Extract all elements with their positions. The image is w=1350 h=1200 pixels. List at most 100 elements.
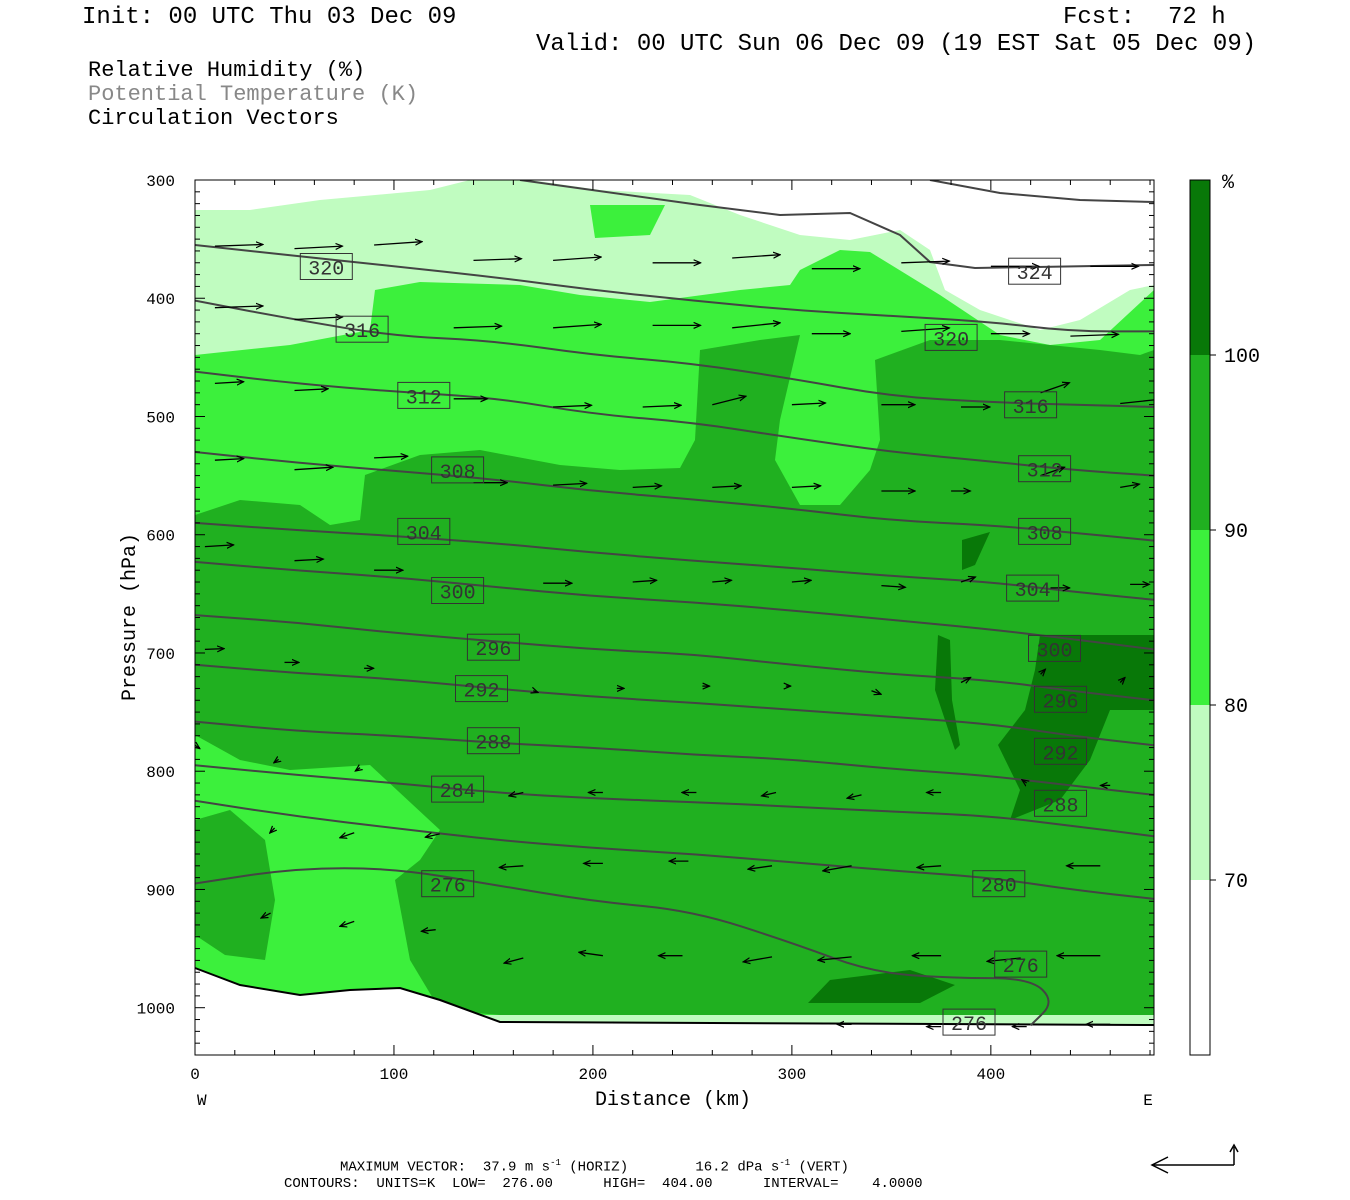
theta-label-292: 292: [455, 675, 508, 704]
rh-fill-layer: [195, 180, 1154, 1055]
circulation-vector: [1040, 383, 1070, 394]
circulation-vector: [632, 580, 657, 582]
theta-label-304: 304: [1006, 574, 1060, 603]
circulation-vector: [762, 793, 777, 796]
colorbar-80-90: [1190, 530, 1210, 705]
x-tick-label: 200: [579, 1066, 608, 1084]
circulation-vector: [261, 913, 271, 918]
rh-region-lt70-topleft: [195, 180, 470, 210]
colorbar-70-80: [1190, 705, 1210, 880]
theta-label-text: 296: [1042, 691, 1078, 714]
theta-label-layer: 320 324 316 320 312 316 308 312 304 308 300 304 296 3…: [299, 253, 1087, 1037]
circulation-vector: [340, 920, 355, 926]
rh-region-gt100-c: [998, 635, 1154, 820]
rh-region-90-100-lowerleft: [195, 810, 275, 960]
theta-label-text: 300: [440, 583, 476, 606]
circulation-vector: [473, 259, 522, 261]
theta-contour-layer: [195, 180, 1154, 1027]
theta-contour-276: [195, 867, 1050, 1027]
theta-label-300: 300: [1028, 634, 1081, 663]
theta-label-text: 288: [475, 733, 511, 756]
circulation-vector: [294, 559, 324, 561]
theta-label-text: 292: [463, 681, 499, 704]
circulation-vector: [642, 405, 681, 407]
circulation-vector: [340, 832, 355, 838]
circulation-vector: [901, 261, 949, 263]
circulation-vector: [204, 545, 234, 547]
circulation-vector: [214, 382, 244, 384]
circulation-vector: [553, 324, 601, 329]
theta-contour-328: [929, 180, 1154, 203]
x-axis-east-label: E: [1143, 1092, 1153, 1110]
theta-label-text: 308: [440, 462, 476, 485]
theta-label-308: 308: [431, 456, 485, 485]
theta-label-292: 292: [1034, 737, 1087, 766]
circulation-vector: [533, 691, 538, 693]
max-horiz-value: 37.9 m s: [482, 1159, 551, 1176]
circulation-vector: [294, 317, 343, 320]
theta-contour-288: [195, 720, 1154, 796]
colorbar-frame: [1189, 179, 1211, 1056]
colorbar-level-80: 80: [1224, 696, 1248, 719]
circulation-vector: [743, 956, 773, 962]
circulation-vector: [509, 793, 524, 796]
theta-label-316: 316: [335, 315, 389, 344]
theta-label-300: 300: [431, 577, 485, 606]
theta-label-text: 312: [406, 387, 442, 410]
y-tick-label: 900: [146, 882, 175, 900]
theta-label-text: 304: [406, 523, 442, 546]
max-vert-exp: -1: [779, 1158, 791, 1168]
theta-label-276: 276: [421, 870, 475, 899]
circulation-vector: [818, 957, 852, 960]
circulation-vector: [960, 678, 971, 683]
colorbar-gt100: [1190, 180, 1210, 355]
colorbar-90-100: [1190, 355, 1210, 530]
circulation-vector: [1041, 669, 1046, 674]
theta-label-text: 304: [1015, 580, 1051, 603]
theta-label-304: 304: [397, 517, 451, 546]
theta-label-text: 320: [308, 259, 344, 282]
circulation-vector: [1120, 678, 1125, 683]
ground-surface-line: [194, 967, 1155, 1026]
contour-info-line: CONTOURS: UNITS=K LOW= 276.00 HIGH= 404.…: [284, 1176, 923, 1192]
colorbar-level-70: 70: [1224, 871, 1248, 894]
theta-label-312: 312: [1018, 455, 1072, 484]
circulation-vector: [421, 930, 436, 932]
reference-vector: [1150, 1143, 1239, 1174]
theta-label-296: 296: [1034, 685, 1087, 714]
y-tick-label: 800: [146, 764, 175, 782]
legend-rh: Relative Humidity (%): [88, 58, 366, 83]
circulation-vector: [374, 242, 422, 245]
theta-contour-316: [195, 299, 1154, 408]
theta-contour-324: [519, 180, 1154, 270]
theta-contour-304: [195, 521, 1154, 601]
theta-label-320: 320: [299, 253, 353, 282]
theta-label-324: 324: [1008, 257, 1062, 286]
circulation-vector: [1120, 399, 1154, 405]
rh-region-80-90-lower: [195, 735, 500, 1015]
colorbar-lt70: [1190, 880, 1210, 1055]
theta-label-text: 296: [475, 639, 511, 662]
theta-label-284: 284: [431, 775, 485, 804]
circulation-vector: [732, 323, 780, 329]
theta-label-296: 296: [466, 633, 520, 662]
axis-layer: 300 400 500 600 700 800 900 1000 0 100 200 300 400: [137, 173, 1154, 1084]
circulation-vector: [214, 459, 244, 461]
theta-contour-284: [195, 764, 1154, 838]
legend-vectors: Circulation Vectors: [88, 106, 339, 131]
circulation-vector: [579, 952, 603, 955]
theta-label-text: 300: [1036, 640, 1072, 663]
max-vert-value: 16.2 dPa s: [695, 1159, 780, 1176]
colorbar: % 100 90 80 70: [1189, 172, 1260, 1056]
circulation-vector: [823, 865, 852, 871]
forecast-hour-label: Fcst:: [1063, 4, 1136, 31]
forecast-hour-value: 72 h: [1168, 4, 1226, 31]
max-vert-tag: (VERT): [798, 1159, 849, 1176]
y-tick-label: 500: [146, 409, 175, 427]
theta-contour-308: [195, 451, 1154, 542]
circulation-vector: [732, 255, 780, 258]
circulation-vector: [1070, 334, 1118, 336]
theta-label-276: 276: [994, 950, 1048, 979]
circulation-vector: [712, 486, 741, 488]
rh-region-lt70-top: [195, 180, 1154, 330]
